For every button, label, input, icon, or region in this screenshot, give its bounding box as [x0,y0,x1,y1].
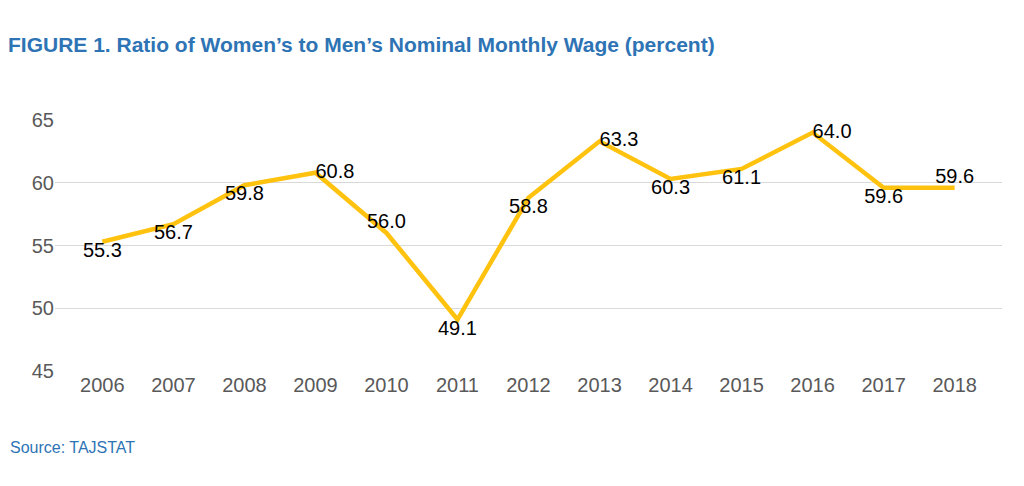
svg-text:2018: 2018 [932,374,977,396]
svg-text:49.1: 49.1 [438,317,477,339]
svg-text:45: 45 [32,360,54,382]
svg-text:2012: 2012 [506,374,551,396]
svg-text:56.0: 56.0 [367,210,406,232]
svg-text:58.8: 58.8 [509,195,548,217]
svg-text:59.6: 59.6 [935,165,974,187]
svg-text:61.1: 61.1 [722,166,761,188]
svg-text:55.3: 55.3 [83,239,122,261]
svg-text:2008: 2008 [222,374,267,396]
svg-text:2014: 2014 [648,374,693,396]
svg-text:2013: 2013 [577,374,622,396]
svg-text:59.8: 59.8 [225,182,264,204]
svg-text:59.6: 59.6 [864,185,903,207]
svg-text:2017: 2017 [861,374,906,396]
svg-text:2015: 2015 [719,374,764,396]
svg-text:56.7: 56.7 [154,221,193,243]
svg-text:63.3: 63.3 [600,128,639,150]
svg-text:FIGURE 1. Ratio of Women’s to: FIGURE 1. Ratio of Women’s to Men’s Nomi… [8,33,715,56]
svg-text:65: 65 [32,109,54,131]
svg-text:2006: 2006 [80,374,125,396]
svg-text:64.0: 64.0 [813,120,852,142]
svg-text:Source: TAJSTAT: Source: TAJSTAT [10,439,135,456]
svg-text:2011: 2011 [436,374,479,396]
svg-text:55: 55 [32,235,54,257]
svg-text:60.3: 60.3 [651,176,690,198]
svg-text:2009: 2009 [293,374,338,396]
svg-text:50: 50 [32,297,54,319]
svg-text:2007: 2007 [151,374,196,396]
svg-text:2010: 2010 [364,374,409,396]
svg-text:60: 60 [32,172,54,194]
svg-text:60.8: 60.8 [315,160,354,182]
svg-text:2016: 2016 [790,374,835,396]
